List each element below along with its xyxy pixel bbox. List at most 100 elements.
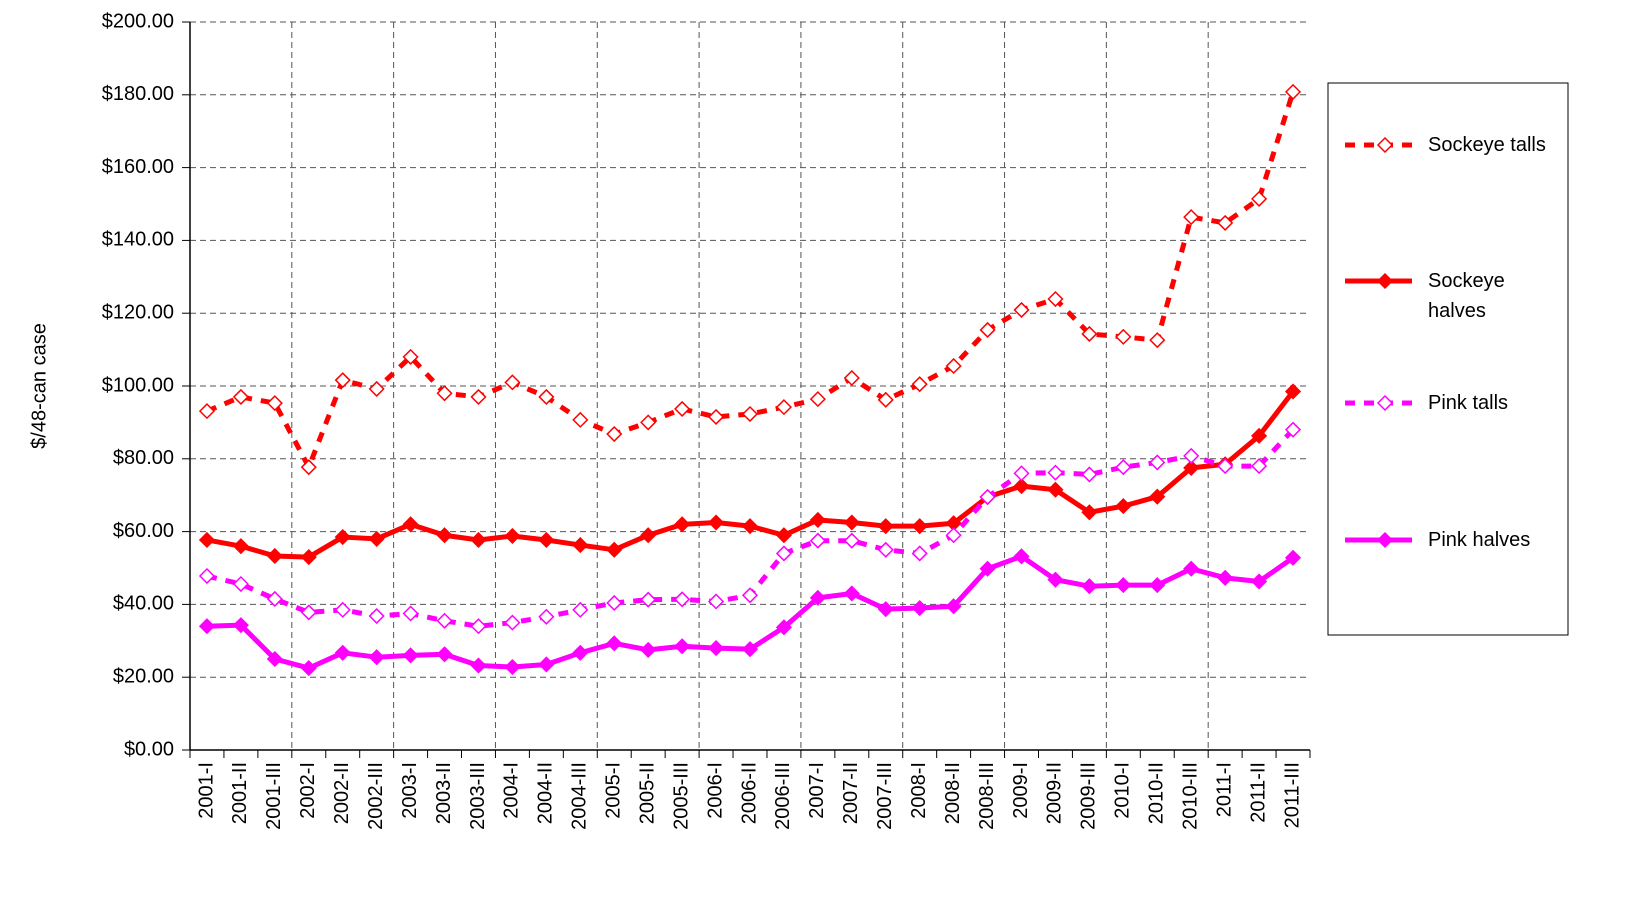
data-point [504, 614, 521, 631]
x-tick-label: 2003-II [433, 762, 455, 824]
x-tick-label: 2006-II [738, 762, 760, 824]
data-point [1115, 498, 1132, 515]
data-point [368, 530, 385, 547]
data-point [1183, 459, 1200, 476]
data-point [1183, 447, 1200, 464]
data-point [470, 657, 487, 674]
data-point [1183, 560, 1200, 577]
data-point [1115, 577, 1132, 594]
data-point [368, 380, 385, 397]
data-point [504, 374, 521, 391]
y-tick-label: $80.00 [113, 447, 174, 469]
data-point [368, 649, 385, 666]
data-point [877, 391, 894, 408]
data-point [1217, 458, 1234, 475]
data-point [1081, 578, 1098, 595]
x-tick-label: 2008-II [942, 762, 964, 824]
legend-marker [1376, 136, 1394, 154]
data-point [1081, 504, 1098, 521]
series-line [206, 91, 1296, 470]
data-point [402, 348, 419, 365]
data-point [1047, 290, 1064, 308]
data-point [911, 599, 928, 617]
data-point [538, 388, 555, 405]
legend-label: Sockeye talls [1428, 134, 1546, 156]
data-point [334, 601, 351, 618]
data-point [911, 518, 928, 535]
data-point [775, 545, 792, 562]
data-point [538, 608, 555, 625]
data-point [538, 531, 555, 549]
data-point [232, 388, 249, 405]
data-point [741, 641, 759, 658]
data-point [1115, 459, 1132, 476]
data-point [1047, 481, 1064, 498]
x-tick-label: 2006-III [772, 762, 794, 830]
x-tick-label: 2006-I [704, 762, 726, 819]
data-point [775, 399, 792, 416]
y-tick-label: $200.00 [102, 10, 174, 32]
legend-box [1327, 82, 1569, 636]
data-point [1251, 190, 1268, 207]
data-point [1013, 478, 1030, 495]
x-tick-label: 2005-III [670, 762, 692, 830]
data-point [232, 538, 249, 555]
x-tick-label: 2007-II [840, 762, 862, 824]
data-point [1284, 549, 1302, 566]
data-point [1251, 573, 1268, 590]
data-point [1013, 465, 1030, 482]
data-point [877, 601, 894, 618]
data-point [504, 527, 521, 545]
y-tick-label: $40.00 [113, 593, 174, 615]
data-point [402, 605, 419, 622]
data-point [1115, 328, 1132, 345]
data-point [436, 646, 453, 663]
x-tick-label: 2009-I [1010, 762, 1032, 819]
x-tick-label: 2002-II [331, 762, 353, 824]
data-point [911, 376, 928, 393]
data-point [945, 357, 962, 375]
data-point [708, 593, 725, 610]
legend-label: Pink talls [1428, 392, 1509, 414]
data-point [368, 607, 385, 625]
data-point [436, 612, 453, 629]
legend-marker [1376, 394, 1394, 412]
x-tick-label: 2004-I [501, 762, 523, 819]
data-point [674, 516, 691, 533]
data-point [708, 408, 725, 426]
data-point [979, 560, 996, 577]
data-point [1081, 466, 1098, 483]
data-point [436, 527, 453, 544]
x-tick-label: 2001-III [263, 762, 285, 830]
data-point [640, 414, 657, 431]
data-point [979, 321, 996, 339]
data-point [402, 516, 419, 533]
data-point [402, 647, 419, 664]
data-point [945, 598, 962, 615]
data-point [911, 545, 928, 562]
legend-label: Sockeye halves [1428, 270, 1505, 322]
data-point [1284, 383, 1302, 400]
y-tick-label: $140.00 [102, 229, 174, 251]
data-point [809, 532, 826, 549]
x-tick-label: 2004-III [569, 762, 591, 830]
data-point [572, 601, 589, 618]
data-point [198, 618, 216, 635]
data-point [1013, 548, 1030, 565]
data-point [470, 531, 487, 549]
x-tick-label: 2011-II [1247, 762, 1269, 823]
x-tick-label: 2009-II [1044, 762, 1066, 824]
data-point [809, 511, 826, 529]
data-point [300, 604, 317, 621]
data-point [538, 656, 555, 673]
data-point [334, 528, 351, 546]
data-point [198, 403, 216, 420]
data-point [572, 411, 589, 428]
y-tick-label: $0.00 [124, 738, 174, 760]
x-tick-label: 2002-III [365, 762, 387, 830]
data-point [674, 400, 691, 417]
y-tick-label: $100.00 [102, 374, 174, 396]
x-tick-label: 2011-I [1213, 762, 1235, 817]
data-point [266, 590, 283, 608]
